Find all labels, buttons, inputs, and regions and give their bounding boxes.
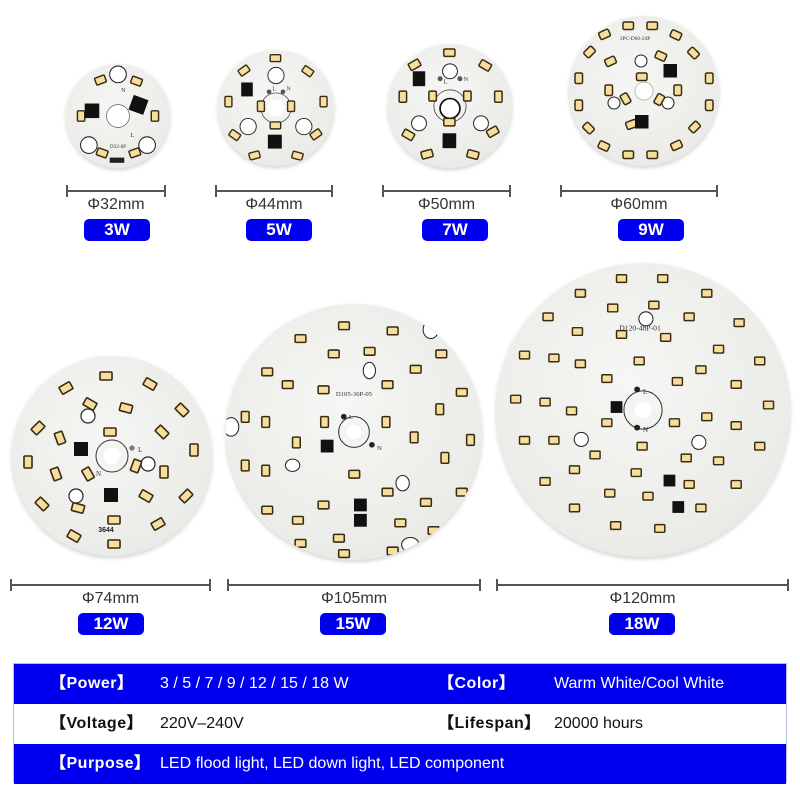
spec-value-purpose: LED flood light, LED down light, LED com… [160,755,505,772]
led-board-3w: D32-6P L N [66,64,170,168]
spec-key-lifespan: 【Lifespan】 [438,715,541,732]
spec-table: 【Power】 3 / 5 / 7 / 9 / 12 / 15 / 18 W 【… [13,663,787,784]
spec-row-power-color: 【Power】 3 / 5 / 7 / 9 / 12 / 15 / 18 W 【… [14,664,786,704]
spec-key-purpose: 【Purpose】 [50,755,151,772]
spec-value-lifespan: 20000 hours [554,715,643,732]
diameter-label-9w: Φ60mm [610,196,668,213]
wattage-badge-3w: 3W [84,219,150,241]
wattage-badge-5w: 5W [246,219,312,241]
dimension-line-18w [496,579,789,591]
wattage-badge-12w: 12W [78,613,144,635]
pcb-15w-graphic: L N D105-36P-05 [226,320,476,559]
wattage-badge-7w: 7W [422,219,488,241]
pcb-3w-graphic: D32-6P L N [76,65,160,163]
dimension-line-9w [560,185,718,197]
spec-value-voltage: 220V–240V [160,715,244,732]
svg-text:3PC-D60-24P: 3PC-D60-24P [620,36,650,42]
wattage-badge-18w: 18W [609,613,675,635]
diameter-label-18w: Φ120mm [609,590,676,607]
spec-key-color: 【Color】 [438,675,516,692]
led-board-9w: 3PC-D60-24P [569,16,719,166]
svg-text:L: L [130,132,134,139]
svg-text:L: L [273,87,277,93]
led-board-7w: L N [388,44,512,168]
pcb-9w-graphic: 3PC-D60-24P [574,21,714,160]
svg-text:L: L [643,388,647,396]
dimension-line-12w [10,579,211,591]
svg-text:N: N [286,87,291,93]
svg-text:D105-36P-05: D105-36P-05 [336,391,373,398]
pcb-7w-graphic: L N [398,48,503,161]
dimension-line-3w [66,185,166,197]
svg-text:D120-48P-01: D120-48P-01 [619,324,661,333]
svg-text:N: N [377,445,382,452]
diameter-label-7w: Φ50mm [417,196,476,213]
wattage-badge-9w: 9W [618,219,684,241]
pcb-12w-graphic: L N 3644 [23,371,199,549]
svg-text:D32-6P: D32-6P [110,144,126,150]
svg-text:L: L [349,414,353,421]
spec-value-color: Warm White/Cool White [554,675,725,692]
dimension-line-5w [215,185,333,197]
spec-key-power: 【Power】 [50,675,134,692]
svg-text:N: N [643,426,648,434]
spec-key-voltage: 【Voltage】 [50,715,144,732]
pcb-5w-graphic: L N [224,53,328,161]
svg-text:L: L [138,446,142,454]
svg-text:N: N [96,470,101,478]
pcb-18w-graphic: L N D120-48P-01 [509,274,775,534]
dimension-line-7w [382,185,511,197]
led-board-15w: L N D105-36P-05 [226,304,482,560]
led-board-18w: L N D120-48P-01 [496,263,790,557]
diameter-label-12w: Φ74mm [81,590,140,607]
diameter-label-15w: Φ105mm [320,590,388,607]
led-board-5w: L N [218,50,334,166]
wattage-badge-15w: 15W [320,613,386,635]
spec-row-purpose: 【Purpose】 LED flood light, LED down ligh… [14,744,786,784]
dimension-line-15w [227,579,481,591]
spec-value-power: 3 / 5 / 7 / 9 / 12 / 15 / 18 W [160,675,349,692]
led-board-12w: L N 3644 [12,356,212,556]
svg-text:L: L [444,79,448,86]
spec-row-voltage-lifespan: 【Voltage】 220V–240V 【Lifespan】 20000 hou… [14,704,786,744]
svg-text:N: N [121,87,126,94]
diameter-label-5w: Φ44mm [245,196,303,213]
svg-text:3644: 3644 [98,527,114,534]
diameter-label-3w: Φ32mm [87,196,145,213]
svg-text:N: N [464,76,469,83]
